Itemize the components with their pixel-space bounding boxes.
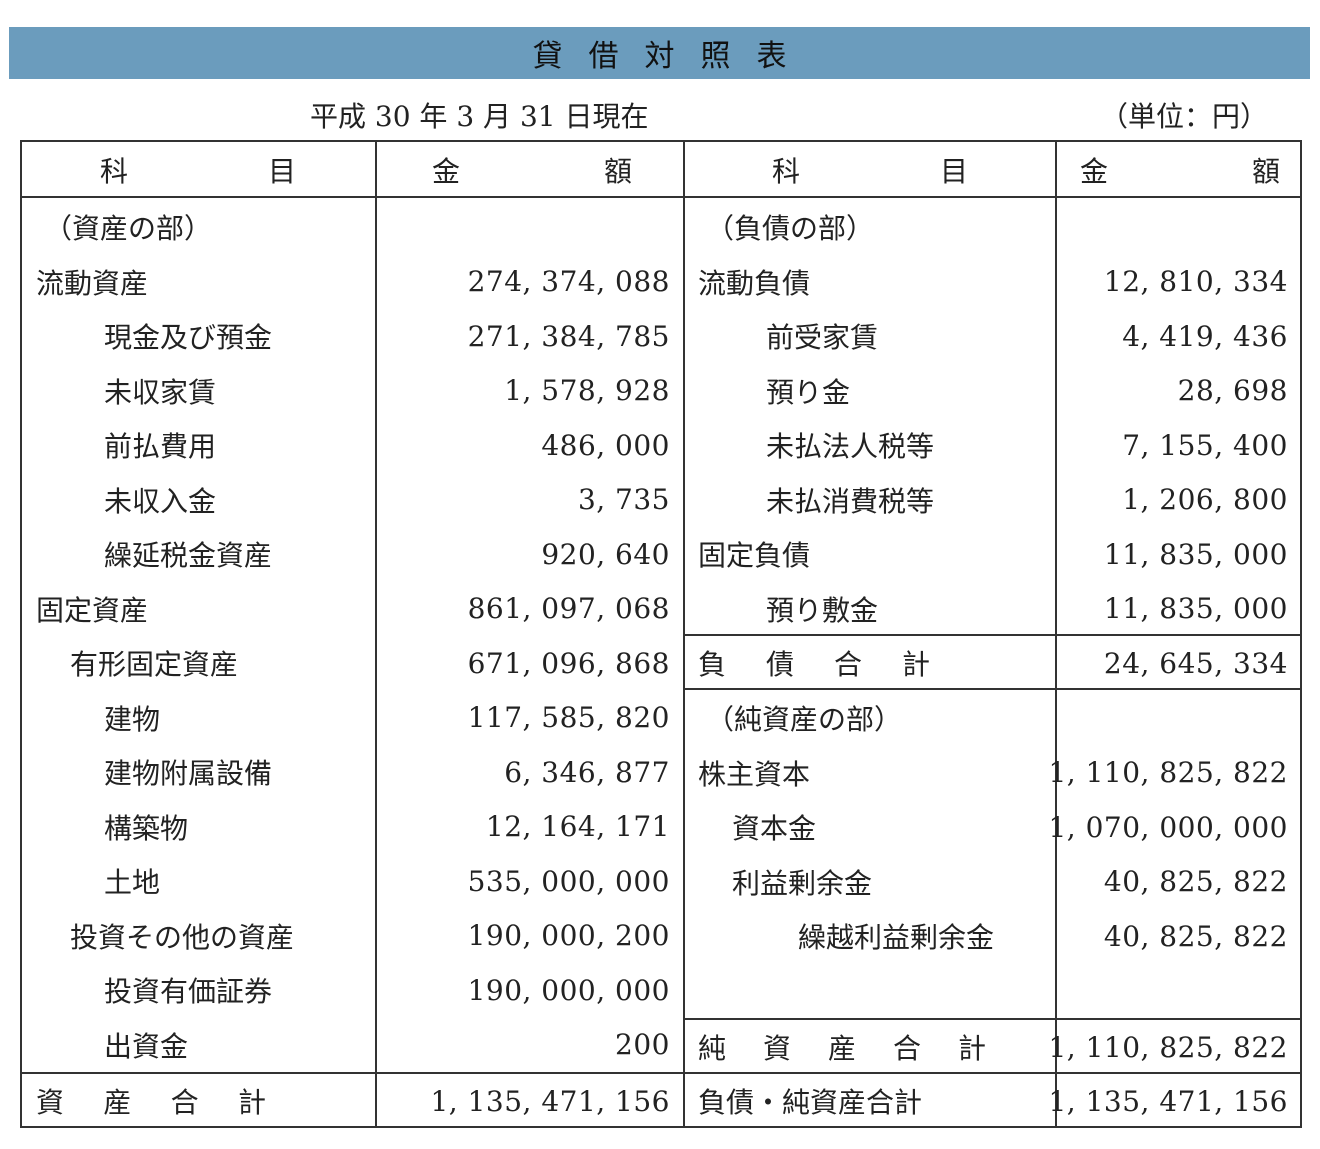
label-char: 債: [765, 648, 794, 681]
liability-label: 前受家賃: [766, 321, 879, 354]
asset-amount: 117, 585, 820: [467, 701, 670, 734]
liabilities-total-amount: 24, 645, 334: [1103, 646, 1288, 680]
asset-amount: 274, 374, 088: [467, 265, 670, 298]
header-char: 金: [432, 154, 461, 188]
label-char: 資: [762, 1032, 791, 1065]
row-divider: [683, 688, 1300, 690]
document-title: 貸借対照表: [532, 39, 813, 74]
liability-label: 未払法人税等: [766, 430, 935, 463]
asset-amount: 861, 097, 068: [467, 592, 670, 625]
asset-label: 未収家賃: [104, 375, 217, 409]
net-asset-label: 繰越利益剰余金: [798, 921, 995, 954]
net-asset-amount: 40, 825, 822: [1103, 919, 1288, 953]
asset-label: 繰延税金資産: [104, 539, 273, 572]
header-char: 目: [267, 154, 296, 188]
grand-total-label: 負債・純資産合計: [698, 1086, 923, 1119]
header-char: 科: [772, 154, 801, 188]
asset-amount: 920, 640: [541, 537, 670, 571]
liability-amount: 12, 810, 334: [1103, 265, 1288, 298]
header-amount-left: 金 額: [432, 142, 632, 197]
asset-label: 投資その他の資産: [70, 920, 295, 954]
liability-amount: 28, 698: [1177, 374, 1288, 407]
label-char: 計: [237, 1086, 266, 1119]
net-asset-amount: 1, 110, 825, 822: [1048, 756, 1288, 789]
asset-amount: 671, 096, 868: [467, 646, 670, 680]
header-subject-right: 科 目: [772, 142, 968, 197]
header-amount-right: 金 額: [1080, 142, 1280, 197]
assets-total-label: 資産合計: [36, 1074, 266, 1128]
asset-label: 前払費用: [104, 430, 217, 463]
label-char: 合: [170, 1086, 199, 1119]
label-char: 負: [698, 648, 727, 681]
label-char: 合: [833, 648, 862, 681]
asset-label: 現金及び預金: [104, 321, 273, 354]
header-subject-left: 科 目: [100, 142, 296, 197]
asset-label: 流動資産: [36, 266, 149, 300]
asset-amount: 190, 000, 200: [467, 919, 670, 952]
liability-amount: 1, 206, 800: [1122, 483, 1288, 516]
asset-label: 有形固定資産: [70, 648, 239, 681]
header-char: 目: [939, 154, 968, 188]
liability-label: 流動負債: [698, 266, 811, 300]
net-asset-label: （純資産の部）: [706, 703, 903, 736]
asset-label: 投資有価証券: [104, 975, 273, 1008]
liability-amount: 7, 155, 400: [1122, 428, 1288, 462]
liability-label: （負債の部）: [706, 212, 875, 245]
net-asset-amount: 40, 825, 822: [1103, 865, 1288, 898]
asset-label: 出資金: [104, 1029, 189, 1063]
liability-label: 固定負債: [698, 539, 811, 572]
balance-sheet-table: 科 目 金 額 科 目 金 額 （資産の部） 流動資産 274, 374, 088 現…: [20, 140, 1302, 1128]
label-char: 産: [827, 1032, 856, 1065]
grand-total-amount: 1, 135, 471, 156: [1048, 1084, 1288, 1118]
liability-label: 預り金: [766, 375, 851, 409]
net-assets-total-amount: 1, 110, 825, 822: [1048, 1030, 1288, 1064]
asset-label: 建物: [104, 702, 161, 736]
liability-amount: 11, 835, 000: [1103, 592, 1288, 625]
label-char: 純: [698, 1032, 727, 1065]
net-asset-label: 利益剰余金: [732, 866, 873, 900]
label-char: 合: [892, 1032, 921, 1065]
report-date: 平成 30 年 3 月 31 日現在: [310, 100, 649, 133]
asset-amount: 190, 000, 000: [467, 973, 670, 1007]
title-bar: 貸借対照表: [9, 27, 1310, 79]
row-divider: [683, 634, 1300, 636]
label-char: 計: [957, 1032, 986, 1065]
net-asset-label: 資本金: [732, 812, 817, 845]
label-char: 資: [36, 1086, 65, 1119]
header-char: 金: [1080, 154, 1109, 188]
liability-label: 未払消費税等: [766, 484, 935, 518]
liabilities-total-label: 負債合計: [698, 636, 930, 690]
asset-amount: 486, 000: [541, 428, 670, 462]
asset-label: 土地: [104, 866, 161, 899]
row-divider: [683, 1018, 1300, 1020]
net-asset-amount: 1, 070, 000, 000: [1048, 810, 1288, 844]
header-char: 科: [100, 154, 129, 188]
header-divider: [22, 196, 1300, 198]
asset-label: 未収入金: [104, 484, 217, 518]
net-assets-total-label: 純資産合計: [698, 1020, 986, 1074]
label-char: 計: [901, 648, 930, 681]
asset-amount: 12, 164, 171: [485, 810, 670, 843]
asset-amount: 271, 384, 785: [467, 319, 670, 353]
asset-label: 構築物: [104, 811, 189, 845]
asset-label: 固定資産: [36, 593, 149, 627]
asset-amount: 6, 346, 877: [504, 755, 670, 789]
liability-amount: 4, 419, 436: [1122, 319, 1288, 353]
asset-amount: 1, 578, 928: [504, 374, 670, 407]
asset-amount: 200: [615, 1028, 670, 1061]
asset-label: 建物附属設備: [104, 757, 273, 790]
asset-label: （資産の部）: [44, 212, 213, 245]
header-char: 額: [1251, 154, 1280, 188]
header-char: 額: [603, 154, 632, 188]
liability-label: 預り敷金: [766, 593, 879, 627]
label-char: 産: [103, 1086, 132, 1119]
asset-amount: 535, 000, 000: [467, 864, 670, 898]
net-asset-label: 株主資本: [698, 757, 811, 791]
column-divider: [375, 142, 377, 1126]
total-divider: [22, 1072, 1300, 1074]
unit-label: （単位：円）: [1099, 100, 1268, 133]
liability-amount: 11, 835, 000: [1103, 537, 1288, 571]
assets-total-amount: 1, 135, 471, 156: [430, 1084, 670, 1118]
asset-amount: 3, 735: [577, 483, 670, 516]
